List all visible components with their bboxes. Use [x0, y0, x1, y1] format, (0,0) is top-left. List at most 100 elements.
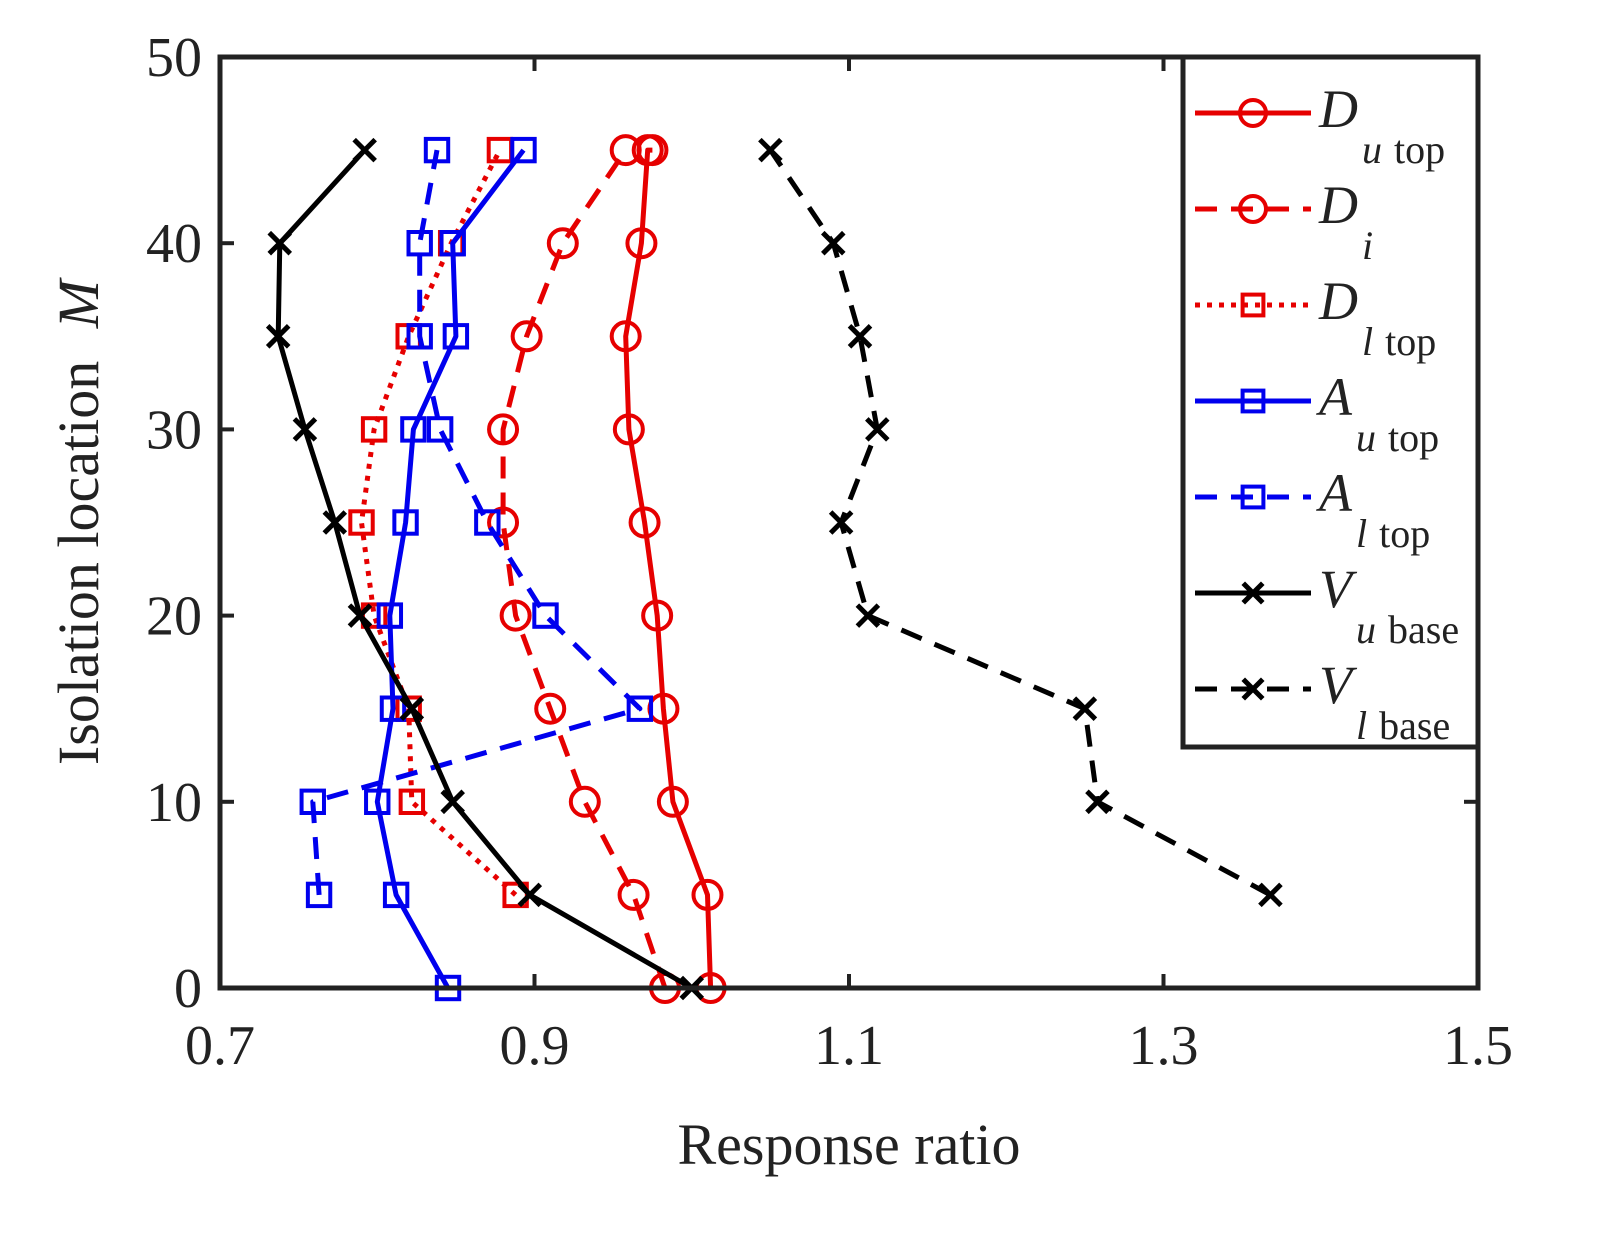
data-point	[855, 603, 881, 628]
data-point	[546, 227, 579, 260]
data-point	[1240, 484, 1266, 510]
data-point	[1258, 882, 1283, 908]
data-point	[299, 788, 326, 815]
legend-item-dl-top: Dl top	[1195, 271, 1436, 364]
y-axis-label-text: Isolation location	[46, 361, 111, 765]
data-point	[612, 413, 645, 446]
legend-label: Di	[1318, 175, 1373, 268]
data-point	[364, 788, 391, 815]
data-point	[617, 878, 650, 911]
x-tick-label: 1.1	[814, 1015, 884, 1077]
data-point	[625, 227, 658, 260]
data-point	[510, 136, 537, 164]
data-point	[1241, 677, 1265, 701]
series-al-top	[299, 136, 654, 909]
data-point	[347, 603, 373, 628]
y-tick-label: 40	[146, 213, 202, 275]
data-point	[360, 416, 388, 443]
legend-item-al-top: Al top	[1195, 463, 1430, 556]
y-axis-label-variable: M	[46, 277, 111, 329]
data-point	[423, 136, 451, 164]
data-point	[487, 413, 520, 446]
data-point	[821, 230, 846, 256]
data-point	[406, 323, 433, 350]
y-tick-label: 10	[146, 772, 202, 834]
data-point	[532, 602, 559, 629]
series-vu-base	[265, 137, 705, 1001]
data-point	[399, 696, 425, 721]
data-point	[376, 602, 404, 629]
x-axis-label: Response ratio	[677, 1112, 1020, 1177]
y-tick-label: 20	[146, 586, 202, 648]
legend-label: Du top	[1318, 79, 1445, 172]
series-line-al-top	[310, 149, 643, 896]
data-point	[499, 599, 532, 632]
y-tick-label: 50	[146, 27, 202, 89]
tick-labels: 0.7 0.9 1.1 1.3 1.5 0 10 20 30 40 50	[146, 27, 1513, 1077]
data-point	[1240, 292, 1266, 318]
data-point	[400, 416, 427, 443]
data-point	[758, 137, 783, 163]
legend-item-vl-base: Vl base	[1195, 655, 1450, 748]
data-point	[292, 417, 318, 442]
x-tick-label: 0.9	[500, 1015, 570, 1077]
data-point	[1238, 194, 1268, 224]
legend-item-vu-base: Vu base	[1195, 559, 1459, 652]
data-point	[1240, 388, 1266, 414]
data-point	[395, 695, 422, 722]
data-point	[1072, 696, 1098, 721]
data-point	[474, 509, 501, 536]
data-point	[568, 785, 601, 818]
data-point	[382, 881, 410, 909]
legend-label: Dl top	[1318, 271, 1436, 364]
y-axis-label: Isolation location M	[46, 277, 111, 765]
data-point	[865, 417, 890, 442]
series-line-di	[500, 148, 668, 989]
y-tick-label: 30	[146, 399, 202, 461]
data-point	[641, 599, 674, 632]
data-point	[265, 324, 291, 349]
legend-item-di: Di	[1195, 175, 1373, 268]
data-point	[406, 230, 433, 257]
legend-label: Vl base	[1319, 655, 1450, 748]
data-point	[1085, 789, 1110, 815]
series-line-au-top	[374, 148, 526, 990]
data-point	[392, 509, 419, 536]
data-point	[847, 324, 873, 349]
data-point	[440, 789, 465, 815]
data-point	[267, 230, 293, 256]
data-point	[426, 416, 454, 443]
data-point	[442, 323, 470, 350]
data-point	[305, 881, 333, 909]
data-point	[1238, 98, 1268, 128]
legend-label: Au top	[1316, 367, 1439, 460]
data-point	[628, 506, 661, 539]
series-line-vu-base	[275, 148, 694, 991]
data-point	[691, 878, 724, 911]
series-au-top	[364, 136, 537, 1002]
data-point	[322, 510, 348, 535]
data-point	[626, 695, 654, 722]
series-line-du-top	[623, 147, 714, 989]
data-point	[398, 788, 426, 815]
data-point	[348, 509, 375, 536]
x-tick-label: 1.3	[1129, 1015, 1199, 1077]
x-tick-label: 0.7	[185, 1015, 255, 1077]
data-point	[510, 320, 543, 353]
plot-area	[265, 134, 1283, 1004]
data-point	[352, 137, 377, 163]
data-point	[534, 692, 567, 725]
data-point	[1241, 581, 1265, 605]
data-point	[487, 506, 520, 539]
data-point	[609, 320, 642, 353]
series-line-dl-top	[359, 148, 518, 897]
y-tick-label: 0	[174, 958, 202, 1020]
legend-label: Al top	[1316, 463, 1430, 556]
series-di	[487, 134, 682, 1004]
data-point	[379, 695, 407, 722]
data-point	[439, 230, 466, 257]
data-point	[609, 134, 642, 167]
data-point	[517, 882, 543, 908]
